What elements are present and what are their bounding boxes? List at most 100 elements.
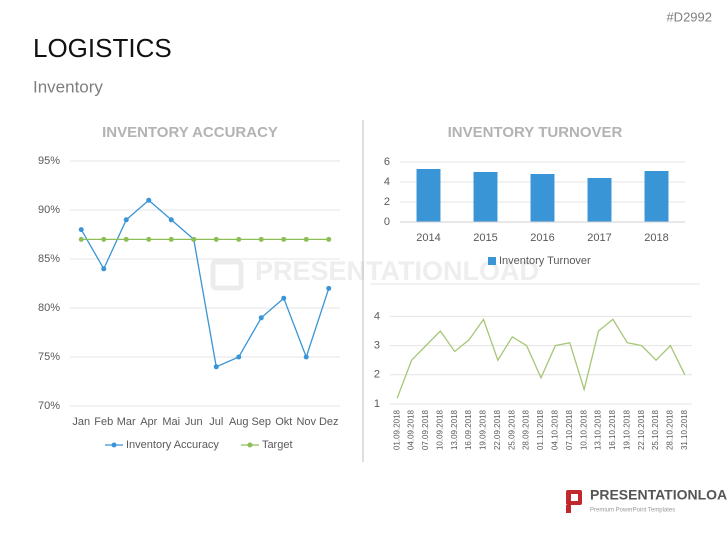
point bbox=[236, 236, 242, 242]
point bbox=[146, 197, 152, 203]
point bbox=[146, 236, 152, 242]
bar bbox=[530, 174, 555, 222]
x-tick-label: 25.10.2018 bbox=[651, 409, 660, 450]
x-tick-label: Okt bbox=[275, 416, 292, 428]
logo-icon bbox=[571, 494, 578, 501]
line bbox=[80, 199, 330, 368]
x-tick-label: Sep bbox=[251, 416, 271, 428]
y-tick-label: 85% bbox=[38, 253, 60, 265]
point bbox=[101, 266, 107, 272]
x-tick-label: 19.10.2018 bbox=[622, 409, 631, 450]
x-tick-label: 31.10.2018 bbox=[680, 409, 689, 450]
point bbox=[213, 364, 219, 370]
point bbox=[123, 217, 129, 223]
x-tick-label: 2016 bbox=[530, 232, 554, 244]
logo-name: PRESENTATIONLOAD bbox=[590, 487, 727, 503]
x-tick-label: 2017 bbox=[587, 232, 611, 244]
x-tick-label: 07.09.2018 bbox=[421, 409, 430, 450]
point bbox=[168, 236, 174, 242]
y-tick-label: 90% bbox=[38, 204, 60, 216]
logo-icon bbox=[566, 505, 571, 513]
slide-title: LOGISTICS bbox=[33, 33, 172, 63]
watermark: PRESENTATIONLOAD bbox=[255, 256, 539, 286]
y-tick-label: 70% bbox=[38, 400, 60, 412]
point bbox=[258, 315, 264, 321]
bar bbox=[416, 169, 441, 222]
y-tick-label: 2 bbox=[374, 369, 380, 381]
x-tick-label: 16.09.2018 bbox=[464, 409, 473, 450]
x-tick-label: 16.10.2018 bbox=[608, 409, 617, 450]
line bbox=[396, 317, 686, 399]
point bbox=[123, 236, 129, 242]
x-tick-label: 13.09.2018 bbox=[450, 409, 459, 450]
watermark-icon bbox=[210, 259, 244, 291]
x-tick-label: 28.10.2018 bbox=[666, 409, 675, 450]
point bbox=[191, 236, 197, 242]
legend-label: Inventory Turnover bbox=[499, 255, 591, 267]
point bbox=[303, 354, 309, 360]
legend-swatch bbox=[247, 442, 253, 448]
x-tick-label: Jun bbox=[185, 416, 203, 428]
y-tick-label: 2 bbox=[384, 196, 390, 208]
y-tick-label: 0 bbox=[384, 216, 390, 228]
x-tick-label: Dez bbox=[319, 416, 339, 428]
bar bbox=[587, 178, 612, 222]
x-tick-label: 28.09.2018 bbox=[522, 409, 531, 450]
point bbox=[78, 236, 84, 242]
y-tick-label: 3 bbox=[374, 340, 380, 352]
point bbox=[236, 354, 242, 360]
x-tick-label: 25.09.2018 bbox=[507, 409, 516, 450]
slide-code: #D2992 bbox=[666, 9, 712, 24]
bar bbox=[473, 172, 498, 222]
y-tick-label: 6 bbox=[384, 156, 390, 168]
x-tick-label: Jan bbox=[72, 416, 90, 428]
x-tick-label: 22.09.2018 bbox=[493, 409, 502, 450]
x-tick-label: 04.10.2018 bbox=[550, 409, 559, 450]
x-tick-label: 22.10.2018 bbox=[637, 409, 646, 450]
y-tick-label: 75% bbox=[38, 351, 60, 363]
point bbox=[78, 227, 84, 233]
x-tick-label: 2015 bbox=[473, 232, 497, 244]
point bbox=[326, 285, 332, 291]
legend-label: Target bbox=[262, 439, 293, 451]
y-tick-label: 4 bbox=[374, 310, 380, 322]
bar bbox=[644, 171, 669, 222]
x-tick-label: 01.10.2018 bbox=[536, 409, 545, 450]
x-tick-label: Aug bbox=[229, 416, 249, 428]
legend-swatch bbox=[111, 442, 117, 448]
slide-subtitle: Inventory bbox=[33, 77, 103, 96]
point bbox=[168, 217, 174, 223]
x-tick-label: 19.09.2018 bbox=[479, 409, 488, 450]
x-tick-label: 2018 bbox=[644, 232, 668, 244]
point bbox=[303, 236, 309, 242]
point bbox=[258, 236, 264, 242]
x-tick-label: Feb bbox=[94, 416, 113, 428]
point bbox=[326, 236, 332, 242]
y-tick-label: 4 bbox=[384, 176, 390, 188]
legend-swatch bbox=[488, 257, 496, 265]
chart-title: INVENTORY TURNOVER bbox=[448, 124, 623, 141]
y-tick-label: 1 bbox=[374, 398, 380, 410]
point bbox=[101, 236, 107, 242]
x-tick-label: Mar bbox=[117, 416, 136, 428]
x-tick-label: 07.10.2018 bbox=[565, 409, 574, 450]
point bbox=[281, 295, 287, 301]
x-tick-label: Nov bbox=[296, 416, 316, 428]
x-tick-label: 2014 bbox=[416, 232, 440, 244]
x-tick-label: 10.09.2018 bbox=[435, 409, 444, 450]
logo-tagline: Premium PowerPoint Templates bbox=[590, 508, 675, 514]
y-tick-label: 95% bbox=[38, 155, 60, 167]
chart-title: INVENTORY ACCURACY bbox=[102, 124, 278, 141]
point bbox=[281, 236, 287, 242]
point bbox=[213, 236, 219, 242]
x-tick-label: Mai bbox=[162, 416, 180, 428]
x-tick-label: Apr bbox=[140, 416, 157, 428]
x-tick-label: 01.09.2018 bbox=[392, 409, 401, 450]
y-tick-label: 80% bbox=[38, 302, 60, 314]
legend-label: Inventory Accuracy bbox=[126, 439, 219, 451]
x-tick-label: 13.10.2018 bbox=[594, 409, 603, 450]
x-tick-label: 10.10.2018 bbox=[579, 409, 588, 450]
x-tick-label: 04.09.2018 bbox=[407, 409, 416, 450]
x-tick-label: Jul bbox=[209, 416, 223, 428]
